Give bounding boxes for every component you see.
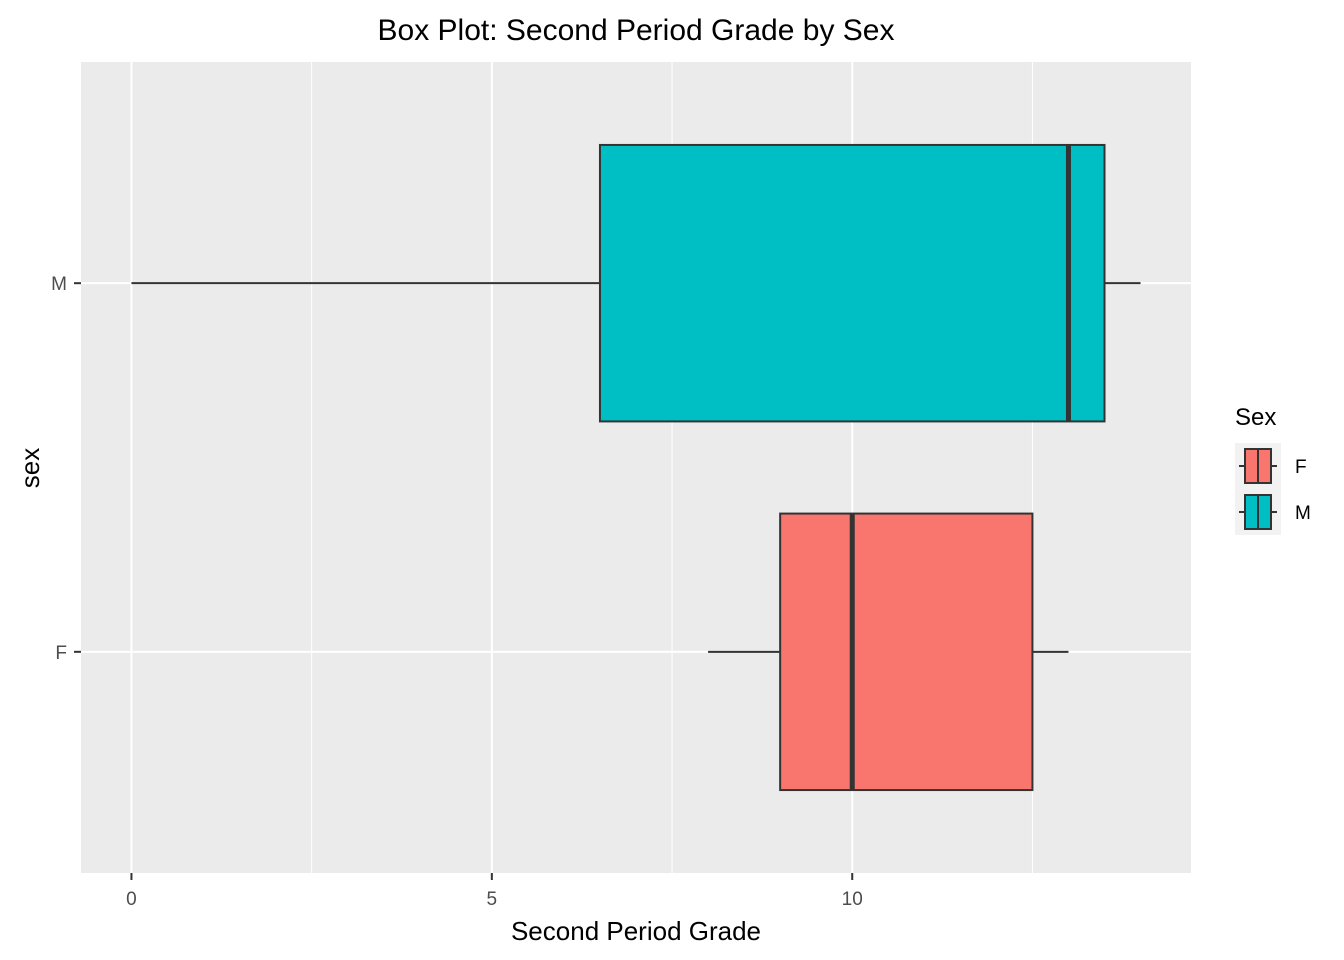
- legend-item-F: F: [1235, 443, 1307, 489]
- box-F: [708, 512, 1069, 792]
- box-series: [131, 143, 1141, 792]
- legend-title: Sex: [1235, 404, 1276, 431]
- y-tick-label: F: [55, 643, 67, 664]
- y-tick-label: M: [51, 274, 67, 295]
- y-axis-ticks: FM: [51, 274, 81, 664]
- x-tick-label: 0: [126, 889, 137, 910]
- legend: Sex F M: [1235, 404, 1311, 535]
- box-body: [598, 143, 1106, 423]
- x-axis-title: Second Period Grade: [511, 916, 761, 946]
- chart-title: Box Plot: Second Period Grade by Sex: [378, 14, 895, 47]
- x-tick-label: 5: [487, 889, 498, 910]
- box-body: [779, 512, 1034, 792]
- y-axis-title: sex: [15, 448, 45, 488]
- x-axis-ticks: 0 5 10: [126, 873, 863, 910]
- x-tick-label: 10: [842, 889, 863, 910]
- legend-label: F: [1295, 457, 1307, 478]
- legend-item-M: M: [1235, 489, 1311, 535]
- legend-label: M: [1295, 503, 1311, 524]
- box-M: [131, 143, 1141, 423]
